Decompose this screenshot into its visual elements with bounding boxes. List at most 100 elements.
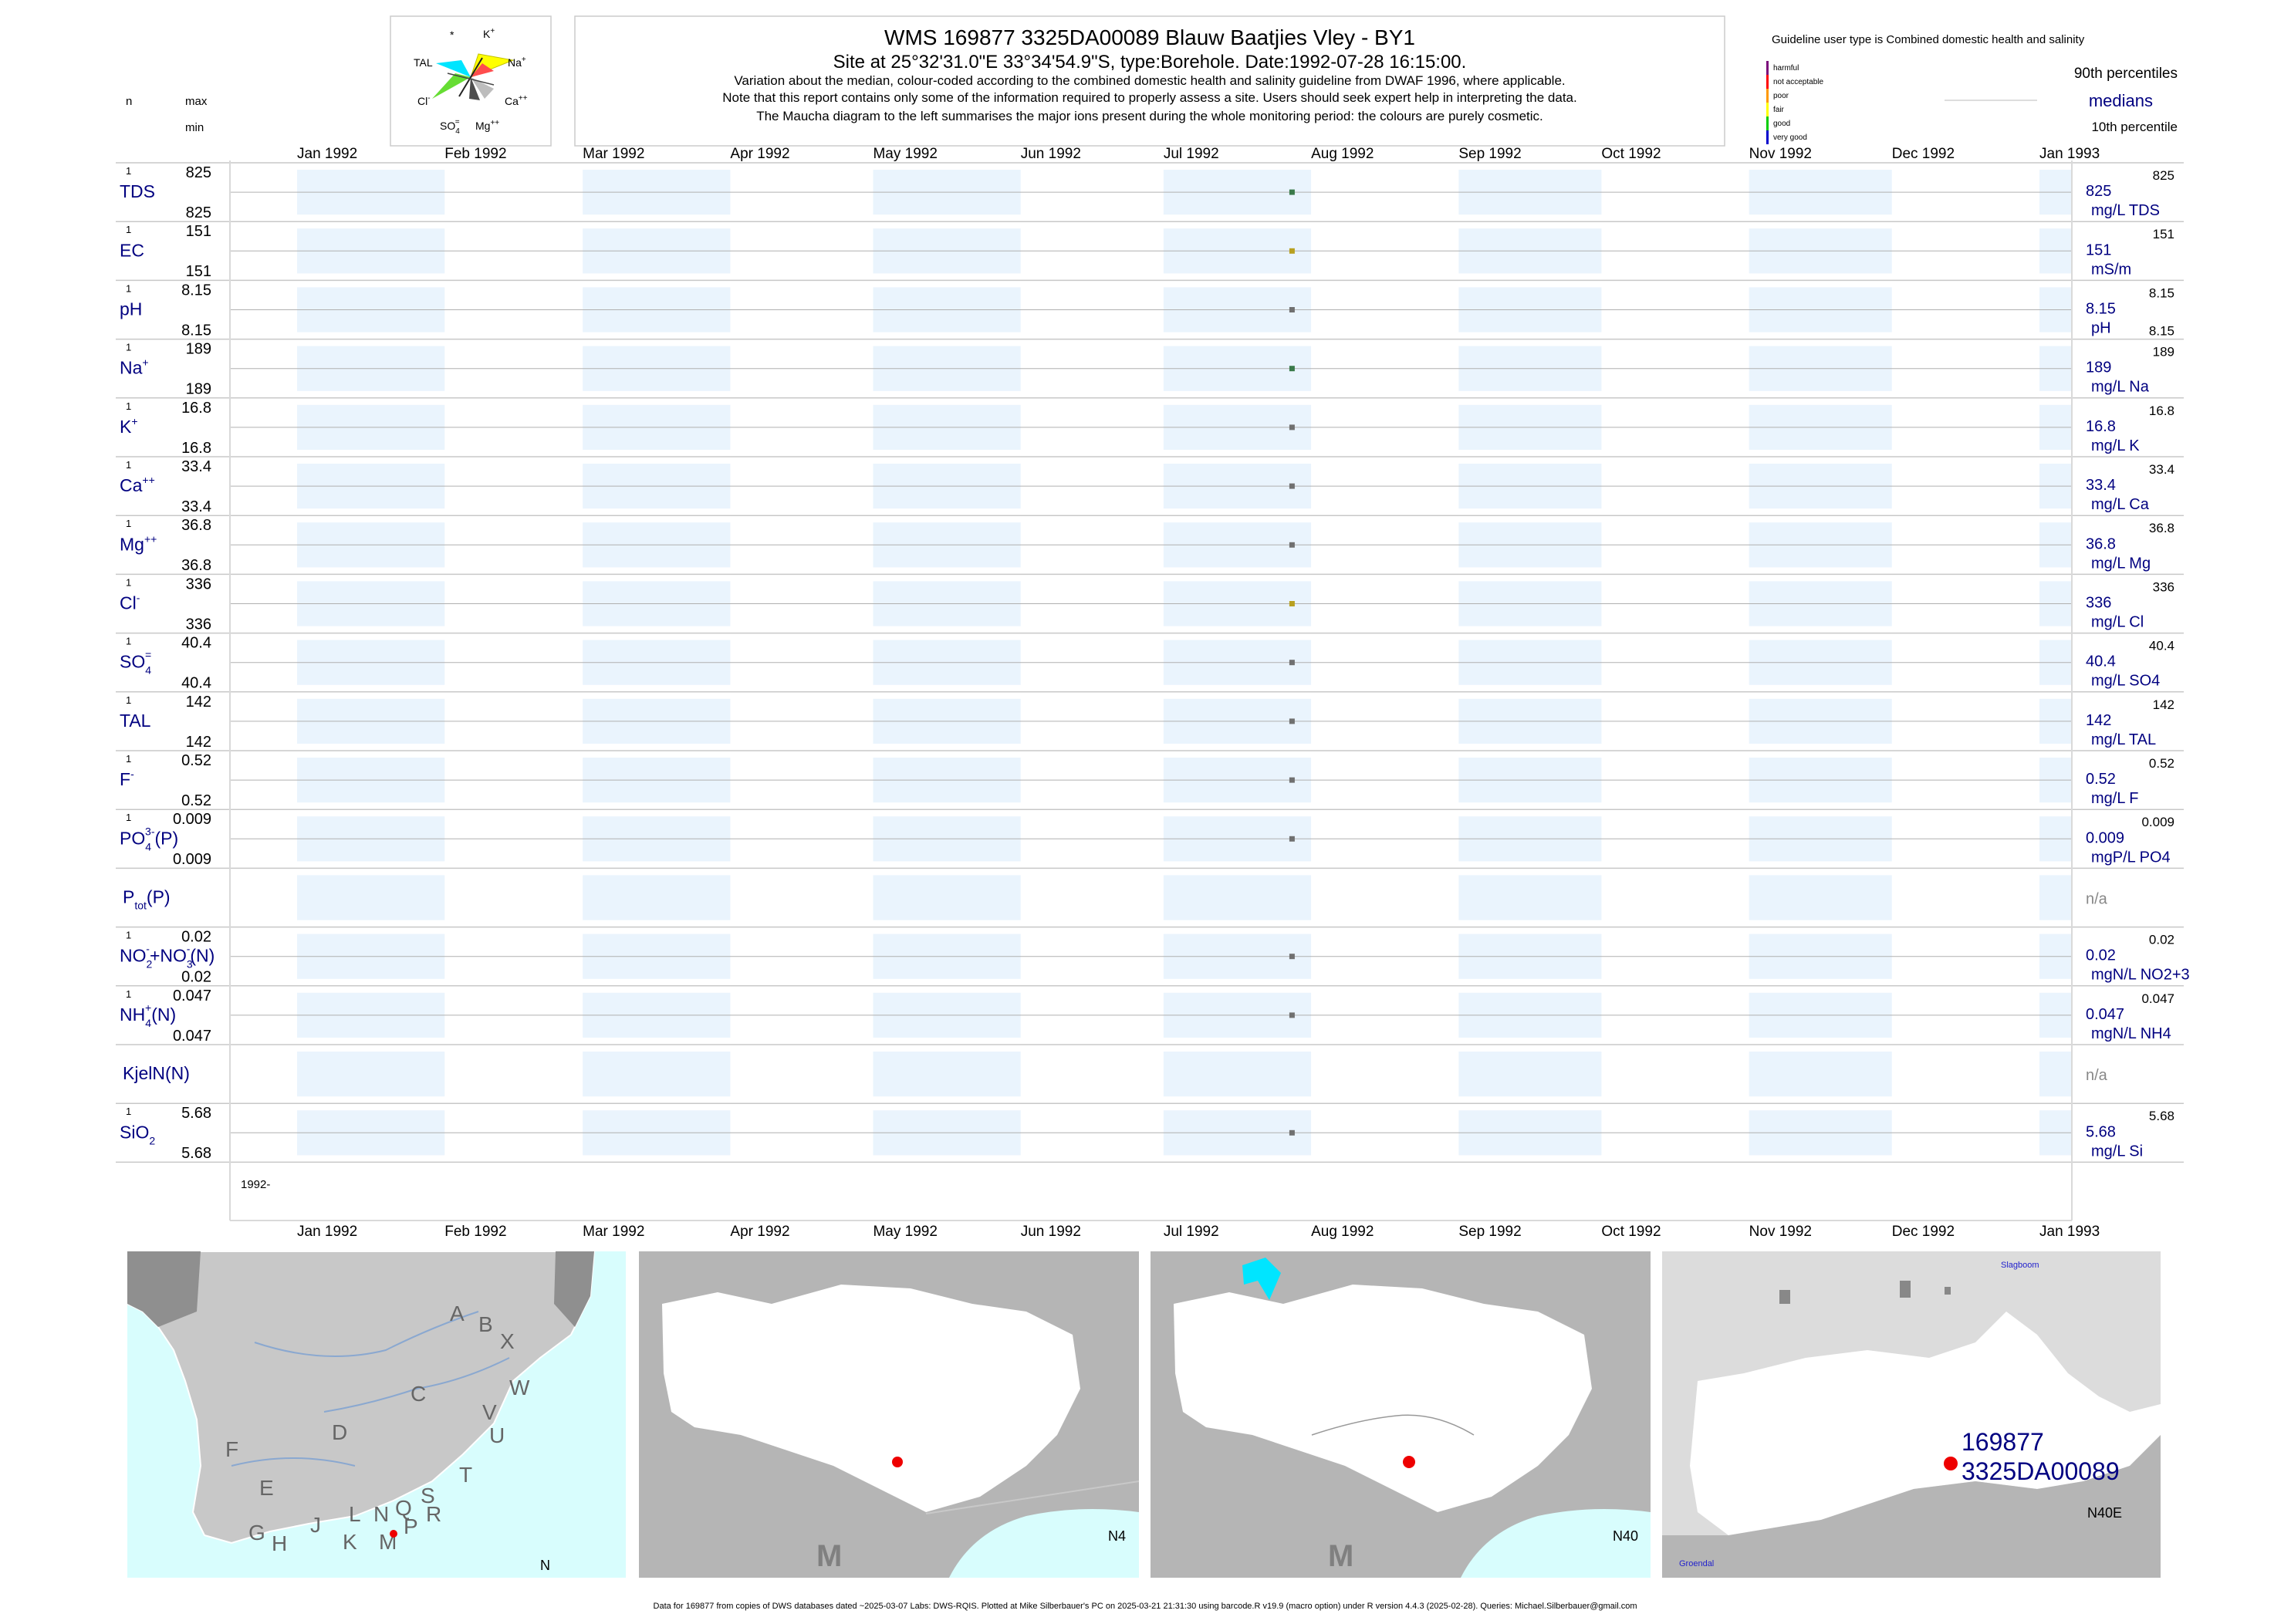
parameter-name: Cl- [120, 592, 140, 613]
row-min: 8.15 [181, 322, 211, 339]
region-letter: F [225, 1437, 238, 1461]
region-letter: H [272, 1531, 287, 1555]
month-band [1458, 1052, 1602, 1097]
x-tick-label: Jan 1992 [297, 146, 357, 162]
p90-value: 8.15 [2149, 285, 2174, 300]
p90-value: 189 [2153, 345, 2174, 360]
parameter-name: SO4= [120, 649, 151, 677]
guideline-class-label: good [1773, 120, 1790, 128]
title-block: WMS 169877 3325DA00089 Blauw Baatjies Vl… [574, 15, 1725, 147]
row-min: 336 [186, 616, 211, 633]
x-tick-label: Jan 1993 [2039, 146, 2100, 162]
catchment-area [662, 1285, 1080, 1512]
median-value: 5.68 [2086, 1123, 2116, 1140]
median-value: 151 [2086, 241, 2111, 258]
region-letter: Q [395, 1496, 412, 1520]
row-max: 5.68 [181, 1105, 211, 1122]
mozambique [554, 1251, 594, 1327]
month-band [297, 1052, 445, 1097]
parameter-name: K+ [120, 415, 138, 437]
parameter-name: TAL [120, 711, 151, 731]
region-letter: D [332, 1420, 347, 1444]
region-letter: E [259, 1476, 274, 1500]
p90-value: 151 [2153, 227, 2174, 241]
row-max: 142 [186, 694, 211, 711]
guideline-class-label: poor [1773, 92, 1789, 100]
parameter-name: PO43-(P) [120, 825, 178, 853]
sample-point [1289, 189, 1295, 195]
p90-value: 825 [2153, 168, 2174, 183]
site-marker [892, 1457, 903, 1467]
map3-region-letter: M [1328, 1539, 1353, 1573]
legend-medians: medians [2089, 91, 2153, 110]
x-tick-label: Apr 1992 [730, 146, 789, 162]
row-max: 151 [186, 223, 211, 240]
note-line-3: The Maucha diagram to the left summarise… [756, 109, 1543, 123]
month-band [2039, 1052, 2072, 1097]
month-band [583, 875, 731, 920]
year-label: 1992- [241, 1178, 270, 1191]
median-value: n/a [2086, 1067, 2108, 1084]
x-tick-label: May 1992 [873, 1224, 937, 1240]
guideline-class-swatch [1766, 103, 1769, 116]
maucha-diagram: * K+ TAL Na+ Cl- Ca++ SO4= Mg++ [390, 15, 552, 147]
region-letter: B [478, 1312, 493, 1336]
map3-label: N40 [1613, 1528, 1638, 1544]
x-tick-label: Nov 1992 [1749, 1224, 1812, 1240]
median-value: n/a [2086, 891, 2108, 908]
rivers [231, 1311, 510, 1467]
guideline-class-swatch [1766, 61, 1769, 75]
unit-label: mg/L SO4 [2091, 673, 2160, 690]
row-count: 1 [126, 224, 131, 235]
row-count: 1 [126, 988, 131, 1000]
sample-point [1289, 954, 1295, 960]
region-letter: X [500, 1329, 515, 1353]
row-min: 33.4 [181, 498, 211, 515]
site-marker [1944, 1457, 1958, 1470]
unit-label: mg/L Ca [2091, 496, 2150, 513]
parameter-row: KjelN(N) n/a [116, 1044, 2184, 1084]
map1-north-label: N [540, 1558, 550, 1573]
p90-value: 0.047 [2141, 991, 2174, 1006]
median-value: 336 [2086, 595, 2111, 612]
row-max: 0.52 [181, 752, 211, 769]
barcode-chart: 1 825 825 TDS 825 mg/L TDS 825 1 151 151 EC 151 mS/m… [116, 146, 2190, 1240]
col-header-max: max [185, 95, 208, 108]
row-min: 151 [186, 263, 211, 280]
row-max: 189 [186, 341, 211, 358]
guideline-class-label: not acceptable [1773, 78, 1823, 86]
guideline-title: Guideline user type is Combined domestic… [1772, 33, 2085, 46]
month-band [1163, 875, 1312, 920]
x-axis-bottom: Jan 1992 Feb 1992 Mar 1992 Apr 1992 May 1992… [297, 1224, 2100, 1240]
parameter-row: 1 5.68 5.68 SiO2 5.68 mg/L Si 5.68 [116, 1102, 2184, 1162]
sample-point [1289, 660, 1295, 666]
row-min: 0.52 [181, 792, 211, 809]
region-letter: L [349, 1502, 361, 1526]
month-band [1749, 1052, 1892, 1097]
maucha-tal-wedge [436, 60, 471, 77]
parameter-row: 1 0.52 0.52 F- 0.52 mg/L F 0.52 [116, 750, 2184, 809]
row-min: 5.68 [181, 1145, 211, 1162]
col-header-min: min [185, 121, 204, 134]
unit-label: mgN/L NO2+3 [2091, 967, 2190, 984]
x-tick-label: Jan 1993 [2039, 1224, 2100, 1240]
row-count: 1 [126, 694, 131, 706]
building [1945, 1287, 1951, 1295]
unit-label: mgP/L PO4 [2091, 849, 2171, 866]
unit-label: mg/L Si [2091, 1143, 2143, 1160]
row-max: 825 [186, 164, 211, 181]
maucha-label-cl: Cl- [417, 94, 431, 107]
legend-p90: 90th percentiles [2074, 66, 2178, 82]
maucha-label-star: * [450, 29, 454, 41]
guideline-class-list: harmful not acceptable poor fair good very go… [1766, 61, 1823, 144]
lower-region [1662, 1435, 2161, 1578]
maucha-label-so4: SO4= [440, 118, 460, 136]
unit-label: mg/L Na [2091, 379, 2150, 396]
map-region-m: M N4 [639, 1251, 1140, 1578]
month-band [1458, 875, 1602, 920]
site-subtitle: Site at 25°32'31.0"E 33°34'54.9"S, type:… [833, 52, 1467, 73]
x-tick-label: Jan 1992 [297, 1224, 357, 1240]
region-letter: G [248, 1521, 265, 1545]
